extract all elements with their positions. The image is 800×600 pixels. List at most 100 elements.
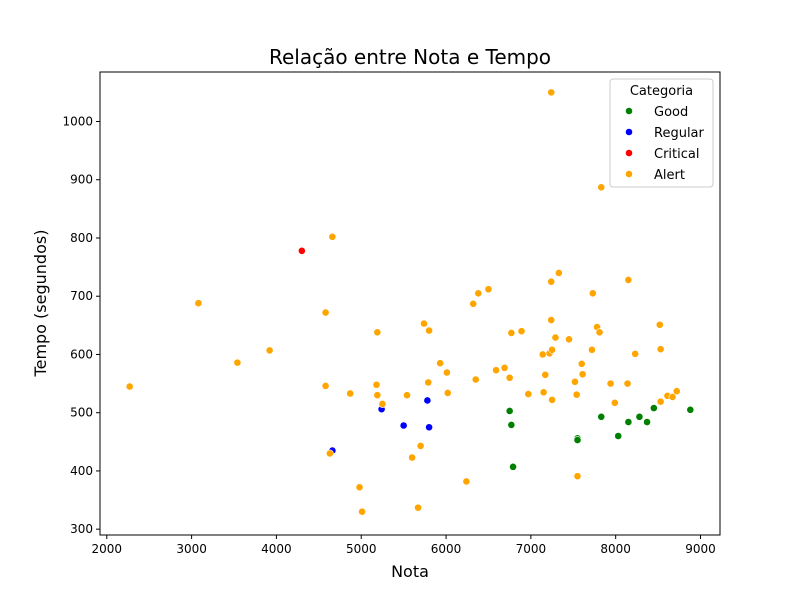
point-alert [125,382,134,391]
x-tick-label: 6000 [431,542,462,556]
axis-ticks: 2000 3000 4000 5000 6000 7000 8000 9000 300 400 50… [62,115,715,556]
point-alert [578,370,587,379]
point-alert [588,345,596,354]
point-alert [631,349,640,358]
point-alert [265,346,274,355]
point-alert [548,395,556,404]
legend-title: Categoria [630,84,693,99]
point-alert [588,289,597,298]
point-good [614,432,623,440]
y-tick-label: 900 [70,173,93,187]
point-good [573,436,582,444]
point-alert [420,319,428,328]
point-alert [373,328,382,337]
point-alert [443,388,452,397]
point-alert [462,477,471,486]
y-tick-label: 400 [70,464,93,478]
data-points [125,88,695,516]
point-alert [554,269,563,277]
legend-marker-regular [625,128,633,136]
legend-box [609,78,714,188]
point-alert [507,329,516,337]
legend-label-regular: Regular [654,126,705,141]
point-alert [328,232,337,241]
point-alert [672,387,681,396]
point-alert [565,335,573,344]
point-alert [571,377,579,386]
x-tick-label: 5000 [346,542,377,556]
point-alert [416,441,425,450]
point-alert [233,358,242,367]
point-alert [597,183,606,192]
legend-marker-alert [625,170,633,178]
x-tick-label: 7000 [516,542,547,556]
chart-title: Relação entre Nota e Tempo [269,45,551,69]
point-alert [572,390,581,399]
point-good [624,418,633,426]
y-tick-label: 500 [70,406,93,420]
point-alert [656,397,665,406]
point-alert [595,328,604,337]
point-regular [399,421,408,430]
plot-area-frame [99,71,721,536]
point-regular [425,423,433,432]
point-alert [624,276,633,284]
point-alert [577,359,586,368]
point-alert [358,507,366,516]
y-tick-label: 700 [70,289,93,303]
point-good [686,405,695,414]
point-alert [414,503,422,512]
x-tick-label: 2000 [92,542,123,556]
point-alert [321,382,330,390]
point-alert [538,350,547,359]
point-alert [321,308,330,317]
point-good [635,412,644,421]
point-alert [606,379,615,388]
legend-label-good: Good [654,105,688,120]
legend: Categoria Good Regular Critical Alert [609,78,714,188]
point-alert [505,373,514,382]
point-alert [656,345,665,354]
point-alert [194,299,203,308]
point-alert [484,285,493,294]
y-tick-label: 300 [70,522,93,536]
point-alert [346,389,355,398]
point-alert [442,368,451,377]
y-tick-label: 800 [70,231,93,245]
point-alert [355,483,364,492]
point-alert [469,299,478,308]
point-alert [403,391,411,400]
point-alert [378,400,387,408]
point-alert [424,378,433,387]
point-alert [492,366,500,375]
point-good [507,421,516,429]
legend-label-alert: Alert [654,168,685,183]
point-good [509,462,517,471]
x-tick-label: 4000 [261,542,292,556]
point-regular [423,396,432,405]
point-alert [539,388,548,397]
point-alert [623,379,632,388]
legend-marker-good [625,107,633,115]
point-alert [541,370,550,379]
y-tick-label: 600 [70,347,93,361]
point-alert [474,289,483,298]
point-good [649,404,658,412]
point-alert [524,390,533,398]
point-alert [551,333,560,342]
point-alert [325,449,334,458]
point-alert [547,277,556,286]
x-tick-label: 3000 [176,542,207,556]
legend-label-critical: Critical [654,147,699,162]
point-good [643,418,651,426]
legend-marker-critical [625,149,633,157]
point-critical [297,246,306,255]
point-alert [425,326,433,335]
point-alert [500,363,509,372]
point-good [505,407,514,415]
point-alert [547,88,556,97]
point-good [597,412,606,421]
x-tick-label: 8000 [600,542,631,556]
point-alert [655,320,664,329]
